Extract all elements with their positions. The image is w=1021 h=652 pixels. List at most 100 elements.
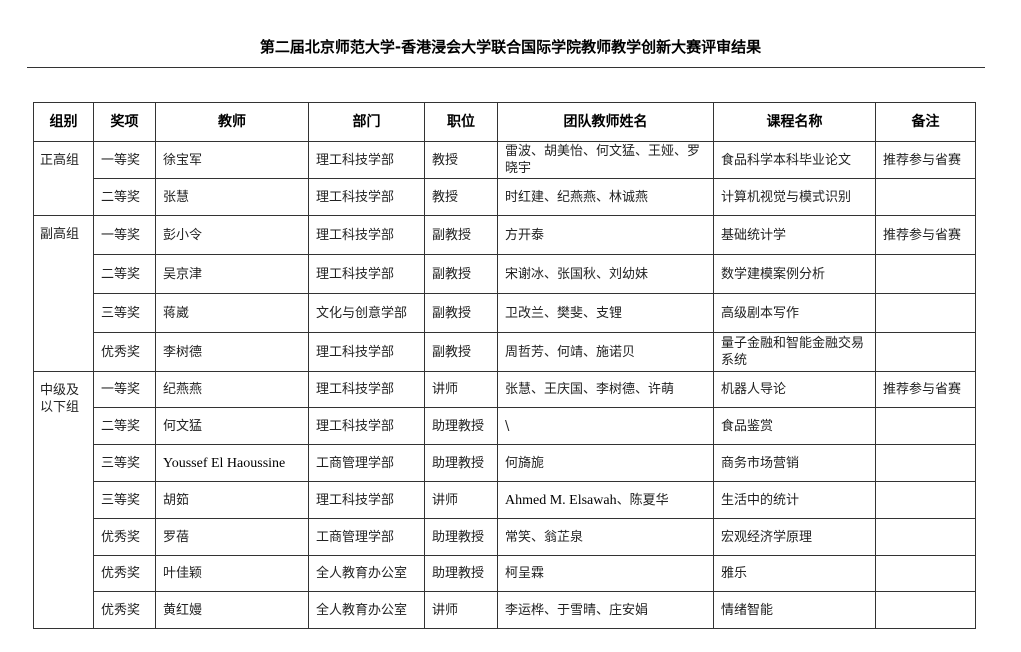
teacher-cell: 纪燕燕 [155,371,309,408]
dept-cell: 理工科技学部 [308,371,425,408]
header-teacher: 教师 [155,102,309,142]
title-cell: 教授 [424,178,498,216]
course-cell: 量子金融和智能金融交易系统 [713,332,876,372]
team-cell: 方开泰 [497,215,714,255]
note-cell: 推荐参与省赛 [875,215,976,255]
title-cell: 教授 [424,141,498,179]
team-cell: 卫改兰、樊斐、支锂 [497,293,714,333]
table-row: 优秀奖 叶佳颖 全人教育办公室 助理教授 柯呈霖 雅乐 [34,555,976,592]
table-row: 二等奖 何文猛 理工科技学部 助理教授 \ 食品鉴赏 [34,407,976,445]
title-cell: 讲师 [424,591,498,629]
note-cell [875,481,976,519]
teacher-cell: 彭小令 [155,215,309,255]
group-cell: 副高组 [33,215,94,372]
header-title: 职位 [424,102,498,142]
document-title: 第二届北京师范大学-香港浸会大学联合国际学院教师教学创新大赛评审结果 [259,38,762,56]
note-cell: 推荐参与省赛 [875,141,976,179]
header-note: 备注 [875,102,976,142]
team-cell: 柯呈霖 [497,555,714,592]
award-cell: 三等奖 [93,481,156,519]
course-cell: 情绪智能 [713,591,876,629]
title-cell: 讲师 [424,371,498,408]
course-cell: 数学建模案例分析 [713,254,876,294]
title-cell: 助理教授 [424,407,498,445]
teacher-cell: 胡筎 [155,481,309,519]
note-cell [875,293,976,333]
course-cell: 商务市场营销 [713,444,876,482]
dept-cell: 全人教育办公室 [308,555,425,592]
award-cell: 优秀奖 [93,591,156,629]
header-group: 组别 [33,102,94,142]
header-team: 团队教师姓名 [497,102,714,142]
dept-cell: 理工科技学部 [308,215,425,255]
team-cell: 雷波、胡美怡、何文猛、王娅、罗晓宇 [497,141,714,179]
dept-cell: 理工科技学部 [308,332,425,372]
course-cell: 食品科学本科毕业论文 [713,141,876,179]
team-cell: \ [497,407,714,445]
header-course: 课程名称 [713,102,876,142]
table-row: 优秀奖 黄红嫚 全人教育办公室 讲师 李运桦、于雪晴、庄安娟 情绪智能 [34,591,976,629]
team-cell: 常笑、翁芷泉 [497,518,714,556]
header-row: 组别 奖项 教师 部门 职位 团队教师姓名 课程名称 备注 [33,102,976,142]
header-award: 奖项 [93,102,156,142]
note-cell [875,332,976,372]
course-cell: 生活中的统计 [713,481,876,519]
title-cell: 副教授 [424,293,498,333]
dept-cell: 理工科技学部 [308,407,425,445]
dept-cell: 工商管理学部 [308,518,425,556]
title-cell: 讲师 [424,481,498,519]
table-row: 中级及以下组 一等奖 纪燕燕 理工科技学部 讲师 张慧、王庆国、李树德、许萌 机器人导论 推荐… [33,371,976,629]
table-row: 三等奖 Youssef El Haoussine 工商管理学部 助理教授 何旖旎 商务市场… [34,444,976,482]
dept-cell: 理工科技学部 [308,178,425,216]
group-cell: 中级及以下组 [33,371,94,629]
title-cell: 副教授 [424,254,498,294]
award-cell: 二等奖 [93,407,156,445]
course-cell: 食品鉴赏 [713,407,876,445]
table-row: 副高组 一等奖 彭小令 理工科技学部 副教授 方开泰 基础统计学 推荐参与省赛 [33,215,976,372]
note-cell [875,591,976,629]
team-cell: 何旖旎 [497,444,714,482]
award-cell: 优秀奖 [93,332,156,372]
note-cell [875,407,976,445]
team-cell: 周哲芳、何靖、施诺贝 [497,332,714,372]
course-cell: 计算机视觉与模式识别 [713,178,876,216]
title-cell: 助理教授 [424,444,498,482]
title-divider [27,67,985,68]
award-cell: 优秀奖 [93,518,156,556]
dept-cell: 文化与创意学部 [308,293,425,333]
teacher-cell: 徐宝军 [155,141,309,179]
award-cell: 一等奖 [93,141,156,179]
award-cell: 二等奖 [93,178,156,216]
course-cell: 基础统计学 [713,215,876,255]
table-row: 二等奖 张慧 理工科技学部 教授 时红建、纪燕燕、林诚燕 计算机视觉与模式识别 [34,178,976,216]
note-cell [875,518,976,556]
teacher-cell: 叶佳颖 [155,555,309,592]
dept-cell: 理工科技学部 [308,254,425,294]
teacher-cell: 罗蓓 [155,518,309,556]
teacher-cell: Youssef El Haoussine [155,444,309,482]
team-cell: 张慧、王庆国、李树德、许萌 [497,371,714,408]
course-cell: 宏观经济学原理 [713,518,876,556]
title-cell: 助理教授 [424,555,498,592]
header-dept: 部门 [308,102,425,142]
table-row: 三等奖 蒋崴 文化与创意学部 副教授 卫改兰、樊斐、支锂 高级剧本写作 [34,293,976,333]
group-cell: 正高组 [33,141,94,216]
dept-cell: 理工科技学部 [308,481,425,519]
dept-cell: 工商管理学部 [308,444,425,482]
award-cell: 二等奖 [93,254,156,294]
table-row: 二等奖 吴京津 理工科技学部 副教授 宋谢冰、张国秋、刘幼妹 数学建模案例分析 [34,254,976,294]
note-cell [875,254,976,294]
team-cell: 时红建、纪燕燕、林诚燕 [497,178,714,216]
table-row: 正高组 一等奖 徐宝军 理工科技学部 教授 雷波、胡美怡、何文猛、王娅、罗晓宇 食品科学本科… [33,141,976,216]
results-table: 组别 奖项 教师 部门 职位 团队教师姓名 课程名称 备注 正高组 一等奖 徐宝军 理工科技学部 教授… [33,102,976,629]
team-cell: 李运桦、于雪晴、庄安娟 [497,591,714,629]
teacher-cell: 张慧 [155,178,309,216]
dept-cell: 全人教育办公室 [308,591,425,629]
note-cell [875,555,976,592]
title-cell: 副教授 [424,215,498,255]
teacher-cell: 蒋崴 [155,293,309,333]
table-row: 三等奖 胡筎 理工科技学部 讲师 Ahmed M. Elsawah、陈夏华 生活中的统计 [34,481,976,519]
team-names: Ahmed M. Elsawah、陈夏华 [505,492,669,508]
teacher-cell: 李树德 [155,332,309,372]
title-cell: 助理教授 [424,518,498,556]
